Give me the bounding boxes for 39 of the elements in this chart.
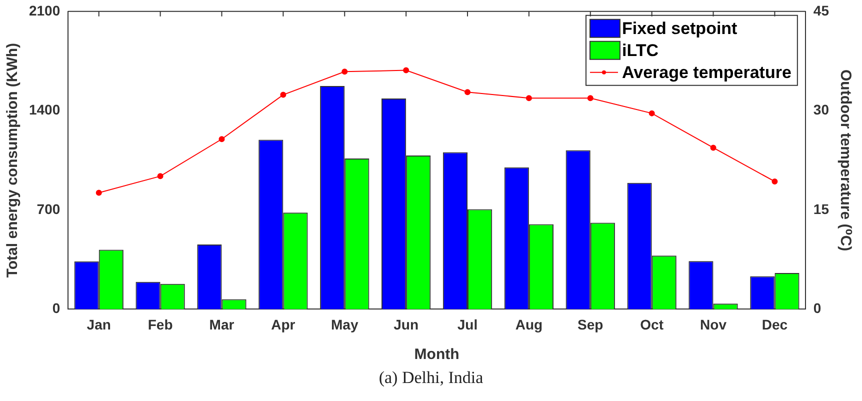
point <box>96 190 102 196</box>
x-tick-label: May <box>331 316 358 332</box>
y2-tick-label: 45 <box>813 2 830 18</box>
y-tick-label: 0 <box>52 300 60 316</box>
point <box>157 173 164 180</box>
y-axis-title: Total energy consumption (KWh) <box>4 42 22 278</box>
x-tick-label: Nov <box>700 316 727 332</box>
x-tick-label: Dec <box>762 316 788 332</box>
point <box>464 89 471 96</box>
legend-label: Average temperature <box>622 63 792 82</box>
x-tick-label: Aug <box>515 316 543 332</box>
x-tick-label: Jan <box>86 316 111 332</box>
point <box>218 136 225 142</box>
point <box>772 178 778 184</box>
legend-label: iLTC <box>622 41 658 60</box>
point <box>403 67 410 74</box>
x-tick-label: Jul <box>457 316 478 332</box>
x-axis-title: Month <box>414 346 460 364</box>
y2-tick-label: 15 <box>813 200 830 217</box>
point <box>587 95 594 102</box>
y-tick-label: 2100 <box>28 2 60 18</box>
y2-axis-title: Outdoor temperature (⁰C) <box>836 70 854 252</box>
point <box>710 144 716 151</box>
y2-tick-label: 30 <box>813 102 830 118</box>
legend-label: Fixed setpoint <box>622 19 738 38</box>
text: (a) Delhi, India <box>378 368 484 388</box>
point <box>526 95 532 102</box>
x-tick-label: Jun <box>394 316 419 332</box>
point <box>280 92 286 98</box>
point <box>648 110 655 116</box>
x-tick-label: Mar <box>209 316 235 332</box>
point <box>342 68 348 75</box>
y2-tick-label: 0 <box>813 300 822 316</box>
y-tick-label: 700 <box>36 200 60 217</box>
y-tick-label: 1400 <box>28 102 60 118</box>
x-tick-label: Feb <box>148 316 173 332</box>
x-tick-label: Oct <box>640 316 664 332</box>
x-tick-label: Apr <box>271 316 296 332</box>
x-tick-label: Sep <box>578 316 604 332</box>
